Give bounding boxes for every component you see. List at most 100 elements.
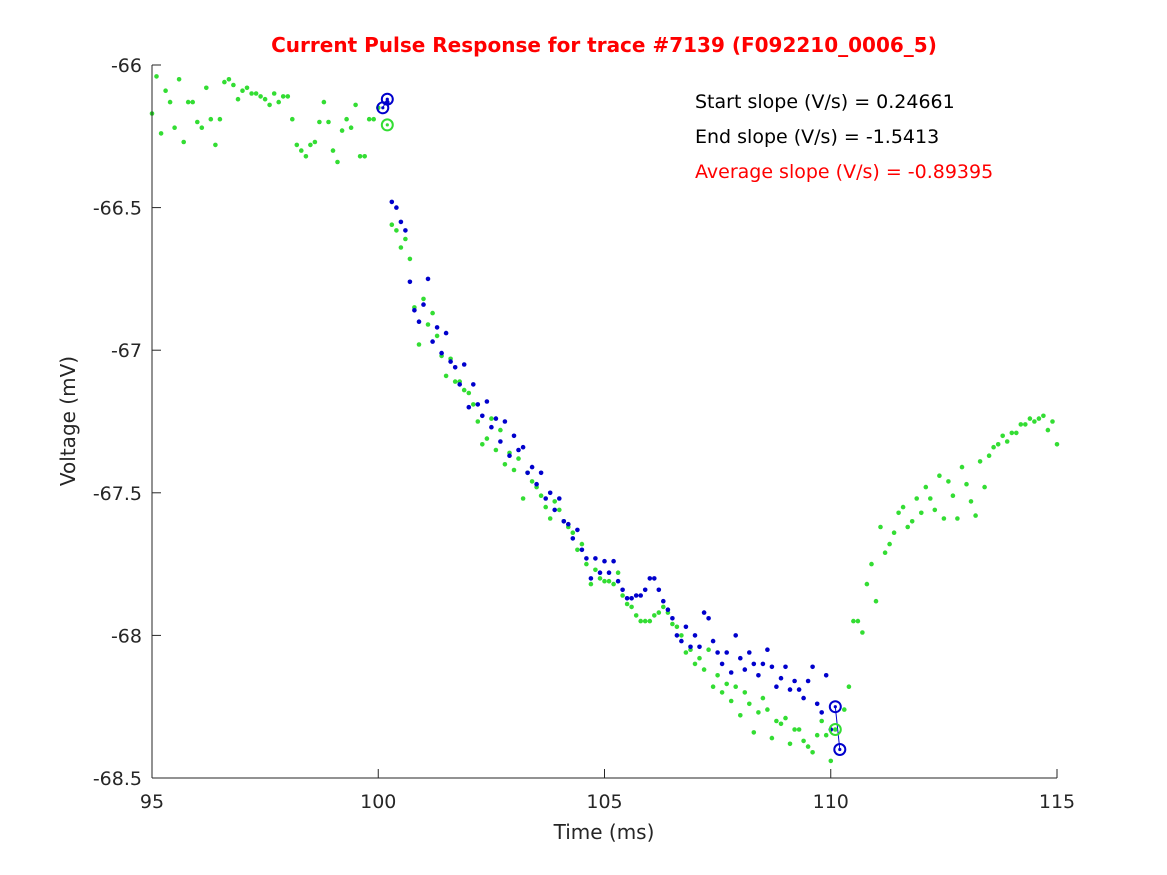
data-point [326, 119, 331, 125]
data-point [561, 519, 567, 524]
data-point [692, 661, 698, 667]
data-point [873, 598, 879, 604]
data-point [185, 99, 191, 105]
data-point [158, 131, 164, 136]
data-point [276, 99, 282, 105]
data-point [457, 382, 463, 387]
data-point [914, 496, 919, 501]
data-point [412, 308, 417, 313]
data-point [810, 750, 815, 755]
marker-center [385, 123, 389, 127]
data-point [407, 256, 413, 262]
data-point [1000, 433, 1005, 439]
data-point [656, 587, 662, 593]
data-point [719, 690, 725, 695]
data-point [1045, 427, 1051, 433]
data-point [235, 96, 241, 102]
data-point [547, 516, 553, 521]
data-point [819, 710, 824, 715]
data-point [778, 721, 784, 727]
data-point [778, 675, 784, 681]
marker-circle [833, 743, 847, 756]
y-tick-label: -67.5 [93, 483, 142, 505]
data-point [267, 102, 272, 108]
marker-circle [828, 723, 842, 736]
data-point [801, 695, 806, 701]
data-point [986, 453, 992, 459]
data-point [697, 655, 702, 661]
data-point [909, 519, 915, 524]
data-point [642, 587, 648, 593]
data-point [1014, 430, 1019, 436]
data-point [629, 596, 634, 601]
data-point [371, 116, 377, 122]
data-point [946, 479, 951, 484]
y-tick-label: -66 [111, 55, 142, 77]
data-point [466, 390, 472, 396]
data-point [285, 94, 291, 99]
data-point [991, 444, 996, 450]
data-point [222, 79, 227, 85]
data-point [742, 690, 748, 695]
data-point [805, 744, 811, 749]
data-point [1036, 416, 1042, 421]
data-point [896, 510, 901, 516]
data-point [701, 610, 707, 615]
data-point [688, 644, 693, 650]
data-point [163, 88, 168, 93]
data-point [796, 687, 802, 692]
data-point [416, 342, 422, 347]
data-point [534, 481, 539, 487]
x-tick-label: 100 [360, 791, 396, 813]
data-point [1009, 430, 1015, 436]
data-point [642, 618, 648, 624]
data-point [317, 119, 322, 125]
data-point [864, 581, 870, 587]
data-point [443, 330, 449, 336]
data-point [461, 362, 467, 367]
data-point [792, 727, 797, 732]
data-point [715, 673, 720, 678]
data-point [434, 333, 440, 339]
data-point [611, 581, 616, 587]
data-point [299, 148, 304, 153]
y-tick-label: -67 [111, 340, 142, 362]
data-point [389, 199, 395, 205]
data-point [516, 447, 521, 453]
data-point [471, 402, 476, 407]
data-point [493, 416, 499, 421]
data-point [633, 613, 639, 618]
data-point [710, 638, 716, 644]
data-point [941, 516, 947, 521]
data-point [434, 325, 440, 330]
data-point [231, 82, 236, 88]
data-point [226, 77, 232, 82]
data-point [204, 85, 209, 91]
data-marks [149, 74, 1060, 764]
data-point [606, 578, 612, 584]
data-point [670, 616, 675, 621]
data-point [683, 650, 689, 655]
data-point [697, 644, 702, 650]
marker-circle [380, 118, 394, 132]
data-point [620, 587, 625, 593]
data-point [217, 116, 223, 122]
data-point [674, 624, 680, 630]
plot-area [152, 65, 1057, 778]
data-point [339, 128, 345, 133]
data-point [760, 661, 766, 667]
data-point [348, 125, 354, 130]
data-point [738, 655, 743, 661]
data-point [538, 493, 544, 499]
data-point [597, 570, 603, 575]
data-point [1041, 413, 1046, 419]
data-point [199, 125, 205, 130]
chart-title: Current Pulse Response for trace #7139 (… [271, 33, 937, 57]
data-point [421, 296, 426, 302]
data-point [602, 558, 607, 564]
data-point [995, 442, 1001, 447]
axis-ticks: 95 100 105 110 115 -66 -66.5 -67 -67.5 -68 -68.5 [93, 55, 1075, 813]
average-slope-annotation: Average slope (V/s) = -0.89395 [695, 161, 993, 183]
data-point [769, 735, 775, 741]
